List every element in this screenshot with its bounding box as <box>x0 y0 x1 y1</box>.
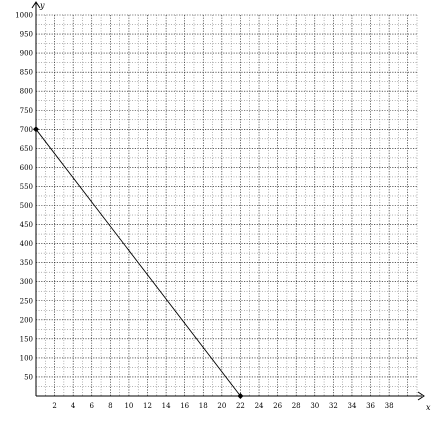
y-axis-arrow <box>31 1 41 9</box>
axes <box>31 1 425 401</box>
y-tick-label: 550 <box>20 183 33 191</box>
y-tick-label: 1000 <box>15 12 33 20</box>
series-line <box>35 129 241 397</box>
x-tick-label: 28 <box>292 402 301 410</box>
data-point-marker <box>237 393 244 399</box>
y-tick-label: 50 <box>24 373 33 381</box>
y-tick-label: 450 <box>20 221 33 229</box>
x-tick-label: 6 <box>90 402 95 410</box>
y-tick-label: 100 <box>20 354 33 362</box>
y-tick-label: 750 <box>20 107 33 115</box>
y-tick-label: 300 <box>20 278 33 286</box>
x-tick-label: 8 <box>108 402 112 410</box>
grid <box>36 14 418 396</box>
x-axis-arrow <box>417 391 425 401</box>
x-tick-label: 16 <box>180 402 189 410</box>
x-tick-label: 26 <box>273 402 282 410</box>
y-tick-label: 250 <box>20 297 33 305</box>
y-tick-label: 500 <box>20 202 33 210</box>
y-tick-label: 700 <box>20 126 33 134</box>
y-tick-label: 650 <box>20 145 33 153</box>
y-tick-label: 950 <box>20 31 33 39</box>
y-axis-label: y <box>39 1 45 10</box>
x-tick-label: 18 <box>199 402 208 410</box>
series-layer <box>33 126 244 399</box>
x-tick-label: 14 <box>162 402 171 410</box>
x-tick-label: 38 <box>385 402 394 410</box>
y-tick-label: 400 <box>20 240 33 248</box>
data-point-marker <box>33 126 39 133</box>
tick-labels: 2 4 6 8 10 12 14 16 18 20 22 24 26 28 30 32 34 36 38501001… <box>15 12 393 411</box>
y-tick-label: 150 <box>20 335 33 343</box>
y-tick-label: 900 <box>20 50 33 58</box>
y-tick-label: 350 <box>20 259 33 267</box>
x-tick-label: 34 <box>347 402 356 410</box>
x-tick-label: 20 <box>217 402 226 410</box>
x-axis-label: x <box>426 403 431 412</box>
y-tick-label: 600 <box>20 164 33 172</box>
x-tick-label: 32 <box>329 402 338 410</box>
x-tick-label: 22 <box>236 402 245 410</box>
x-tick-label: 24 <box>255 402 264 410</box>
x-tick-label: 4 <box>71 402 76 410</box>
x-tick-label: 2 <box>52 402 56 410</box>
x-tick-label: 10 <box>124 402 133 410</box>
x-tick-label: 36 <box>366 402 375 410</box>
x-tick-label: 12 <box>143 402 152 410</box>
x-tick-label: 30 <box>310 402 319 410</box>
y-tick-label: 850 <box>20 69 33 77</box>
y-tick-label: 800 <box>20 88 33 96</box>
y-tick-label: 200 <box>20 316 33 324</box>
